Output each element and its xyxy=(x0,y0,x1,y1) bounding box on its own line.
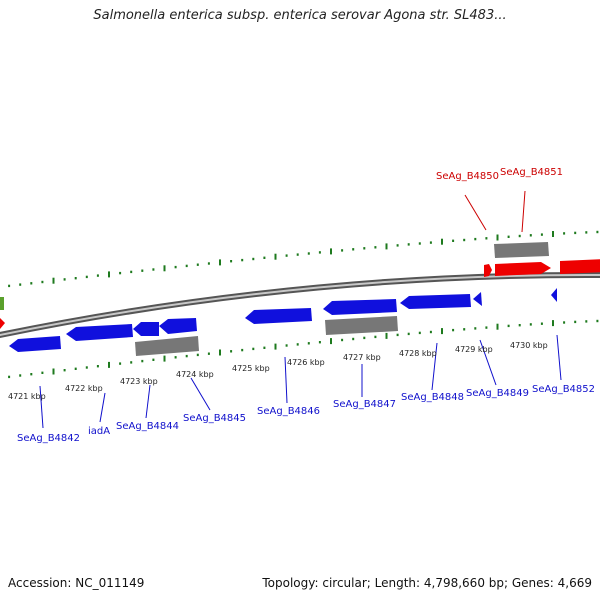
tick-label-4725: 4725 kbp xyxy=(232,364,270,373)
tick-label-4723: 4723 kbp xyxy=(120,377,158,386)
label-leaders xyxy=(39,190,562,429)
reverse-gene-arrow[interactable] xyxy=(66,324,133,341)
tick-label-4728: 4728 kbp xyxy=(399,349,437,358)
pseudo-gene-bar[interactable] xyxy=(135,336,199,356)
gene-label-reverse[interactable]: SeAg_B4842 xyxy=(17,433,80,444)
reverse-gene-arrow[interactable] xyxy=(551,288,557,302)
gene-label-forward[interactable]: SeAg_B4851 xyxy=(500,167,563,178)
reverse-gene-arrow[interactable] xyxy=(9,336,61,352)
forward-gene-arrow[interactable] xyxy=(0,318,5,329)
pseudo-gene-bar[interactable] xyxy=(494,242,549,258)
gene-label-reverse[interactable]: SeAg_B4846 xyxy=(257,406,320,417)
tick-label-4722: 4722 kbp xyxy=(65,384,103,393)
gene-label-reverse[interactable]: SeAg_B4847 xyxy=(333,399,396,410)
reverse-gene-arrow[interactable] xyxy=(473,292,482,306)
tick-label-4721: 4721 kbp xyxy=(8,392,46,401)
tick-label-4724: 4724 kbp xyxy=(176,370,214,379)
gene-label-reverse[interactable]: SeAg_B4849 xyxy=(466,388,529,399)
pseudo-gene-bar[interactable] xyxy=(325,316,398,335)
reverse-gene-arrow[interactable] xyxy=(323,299,397,315)
reverse-gene-arrow[interactable] xyxy=(133,322,159,336)
gene-label-reverse[interactable]: SeAg_B4848 xyxy=(401,392,464,403)
gc-skew-lower-track xyxy=(8,319,599,379)
tick-label-4726: 4726 kbp xyxy=(287,358,325,367)
gene-label-reverse[interactable]: SeAg_B4845 xyxy=(183,413,246,424)
reverse-gene-arrow[interactable] xyxy=(245,308,312,324)
accession-text: Accession: NC_011149 xyxy=(8,576,145,590)
map-title: Salmonella enterica subsp. enterica sero… xyxy=(93,8,507,23)
feature-track-pseudo xyxy=(135,242,549,356)
tick-label-4729: 4729 kbp xyxy=(455,345,493,354)
tick-label-4730: 4730 kbp xyxy=(510,341,548,350)
gene-label-reverse[interactable]: iadA xyxy=(88,426,110,437)
gc-skew-upper-track xyxy=(8,230,599,288)
forward-gene-arrow[interactable] xyxy=(484,264,492,277)
gene-label-reverse[interactable]: SeAg_B4852 xyxy=(532,384,595,395)
feature-track-forward xyxy=(0,259,600,329)
genome-summary-text: Topology: circular; Length: 4,798,660 bp… xyxy=(262,576,592,590)
forward-gene-arrow-small[interactable] xyxy=(0,297,4,310)
gene-label-reverse[interactable]: SeAg_B4844 xyxy=(116,421,179,432)
forward-gene-arrow[interactable] xyxy=(560,259,600,274)
reverse-gene-arrow[interactable] xyxy=(159,318,197,334)
forward-gene-arrow[interactable] xyxy=(495,262,551,276)
feature-track-reverse xyxy=(9,288,557,352)
gene-label-forward[interactable]: SeAg_B4850 xyxy=(436,171,499,182)
backbone-arc-highlight xyxy=(0,273,600,337)
tick-label-4727: 4727 kbp xyxy=(343,353,381,362)
reverse-gene-arrow[interactable] xyxy=(400,294,471,309)
